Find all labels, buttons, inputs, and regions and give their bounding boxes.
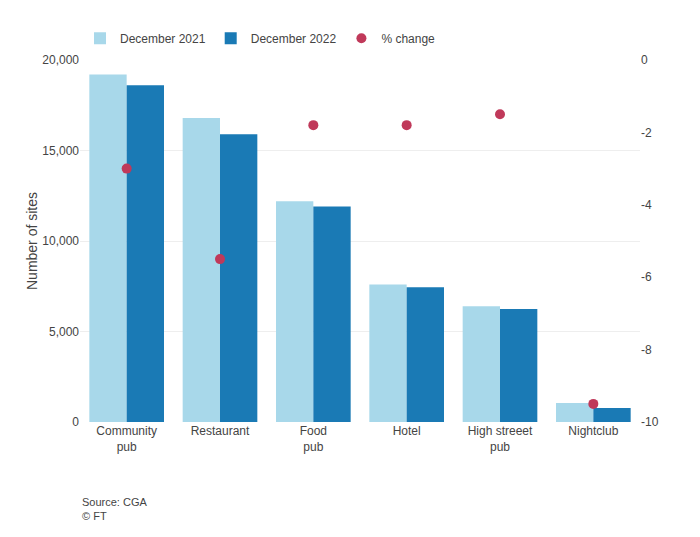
svg-text:5,000: 5,000 — [49, 325, 79, 339]
svg-text:-2: -2 — [641, 126, 652, 140]
svg-text:20,000: 20,000 — [42, 53, 79, 67]
svg-text:% change: % change — [381, 32, 435, 46]
svg-text:-4: -4 — [641, 198, 652, 212]
svg-text:Communitypub: Communitypub — [96, 424, 157, 454]
svg-text:-10: -10 — [641, 415, 659, 429]
svg-text:High streeetpub: High streeetpub — [468, 424, 533, 454]
svg-text:15,000: 15,000 — [42, 144, 79, 158]
svg-text:-6: -6 — [641, 270, 652, 284]
svg-text:0: 0 — [72, 415, 79, 429]
svg-text:Nightclub: Nightclub — [568, 424, 618, 438]
svg-text:Restaurant: Restaurant — [191, 424, 250, 438]
svg-text:0: 0 — [641, 53, 648, 67]
svg-text:10,000: 10,000 — [42, 234, 79, 248]
svg-text:December 2021: December 2021 — [120, 32, 206, 46]
svg-text:Number of sites: Number of sites — [24, 192, 40, 290]
svg-text:Foodpub: Foodpub — [300, 424, 327, 454]
svg-text:-8: -8 — [641, 343, 652, 357]
svg-text:Hotel: Hotel — [393, 424, 421, 438]
svg-text:Source: CGA© FT: Source: CGA© FT — [82, 496, 147, 522]
svg-text:December 2022: December 2022 — [251, 32, 337, 46]
